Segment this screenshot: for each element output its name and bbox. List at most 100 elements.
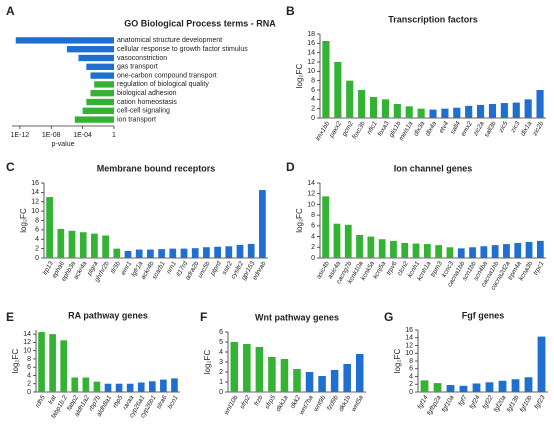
y-tick-label: 14 (23, 331, 31, 338)
bar (102, 235, 109, 258)
bar (158, 249, 165, 258)
bar (344, 224, 352, 258)
bar (79, 232, 87, 258)
bar (477, 104, 485, 118)
bar (280, 359, 289, 392)
x-tick-label: wnt10b (223, 394, 240, 416)
y-tick-label: 14 (31, 189, 39, 196)
x-tick-label: fgf24 (468, 394, 481, 410)
chart-title: Fgf genes (462, 310, 505, 320)
y-tick-label: 12 (307, 59, 315, 66)
bar (346, 80, 354, 118)
y-tick-label: 2 (219, 369, 223, 376)
bar (500, 103, 508, 118)
bar (115, 383, 123, 392)
y-tick-label: 3 (219, 359, 223, 366)
chart-title: Transcription factors (388, 14, 478, 24)
bar (135, 249, 143, 258)
y-tick-label: 12 (307, 191, 315, 198)
bar (71, 377, 79, 392)
x-tick-label: 1E-04 (73, 132, 92, 139)
bar (524, 377, 533, 392)
bar (472, 383, 481, 392)
bar (459, 385, 468, 392)
bar (86, 63, 114, 70)
y-tick-label: 16 (405, 327, 413, 334)
bar (334, 62, 342, 118)
y-tick-label: 2 (409, 381, 413, 388)
x-tick-label: dlx1a (520, 120, 534, 137)
x-tick-label: lmx1bb (315, 120, 332, 142)
y-tick-label: 5 (219, 339, 223, 346)
y-tick-label: 14 (307, 50, 315, 57)
chart-title: GO Biological Process terms - RNA (124, 18, 276, 28)
bar (393, 104, 401, 118)
bar (367, 236, 375, 258)
bar (305, 372, 314, 392)
bar (66, 46, 114, 53)
bar (137, 382, 145, 392)
category-label: regulation of biological quality (117, 81, 209, 88)
x-tick-label: paxx2 (328, 120, 343, 140)
y-tick-label: 8 (409, 358, 413, 365)
category-label: biological adhesion (117, 90, 177, 97)
bar (488, 104, 497, 118)
bar (180, 248, 188, 258)
bar (420, 380, 429, 392)
chart-title: RA pathway genes (68, 310, 148, 320)
bar (214, 246, 221, 258)
x-tick-label: zic5 (497, 120, 510, 135)
y-tick-label: 12 (405, 342, 413, 349)
y-tick-label: 6 (219, 329, 223, 336)
x-tick-label: dkk1a (275, 394, 290, 413)
bar (457, 248, 465, 258)
bar (82, 107, 114, 114)
y-axis-label: log₂FC (19, 208, 28, 233)
panel-label: A (6, 4, 15, 18)
bar (441, 108, 449, 118)
panel-label: G (384, 310, 393, 324)
y-tick-label: 16 (31, 180, 39, 187)
y-tick-label: 0 (27, 389, 31, 396)
x-tick-label: stra6 (155, 394, 168, 410)
bar (412, 243, 420, 258)
bar (435, 245, 443, 258)
y-tick-label: 6 (409, 366, 413, 373)
panel-label: F (200, 310, 207, 324)
x-tick-label: lrat (47, 393, 58, 405)
bar (390, 240, 397, 258)
chart-title: Ion channel genes (394, 163, 473, 173)
bar (169, 248, 177, 258)
bar (524, 99, 532, 118)
bar (498, 380, 507, 392)
bar (485, 382, 494, 392)
y-tick-label: 2 (35, 245, 39, 252)
bar (322, 41, 330, 118)
bar (230, 342, 239, 392)
bar (343, 364, 351, 392)
bar (433, 383, 442, 392)
bar (525, 241, 533, 258)
bar (268, 357, 276, 392)
bar (511, 379, 520, 392)
bar (465, 105, 473, 118)
y-tick-label: 8 (27, 356, 31, 363)
x-tick-label: sall3b (483, 120, 498, 139)
bar (536, 240, 544, 258)
bar (293, 369, 301, 392)
bar (446, 385, 455, 392)
y-tick-label: 0 (35, 255, 39, 262)
bar (355, 354, 364, 392)
y-tick-label: 14 (307, 180, 315, 187)
y-tick-label: 0 (311, 255, 315, 262)
y-axis-label: log₂FC (203, 350, 212, 375)
x-tick-label: fgf23 (533, 394, 546, 410)
bar (82, 377, 90, 392)
y-tick-label: 16 (307, 40, 315, 47)
chart-title: Membrane bound receptors (97, 163, 216, 173)
bar (537, 336, 546, 392)
bar (378, 239, 386, 258)
bar (171, 378, 178, 392)
bar (68, 230, 76, 258)
bar (191, 248, 199, 258)
